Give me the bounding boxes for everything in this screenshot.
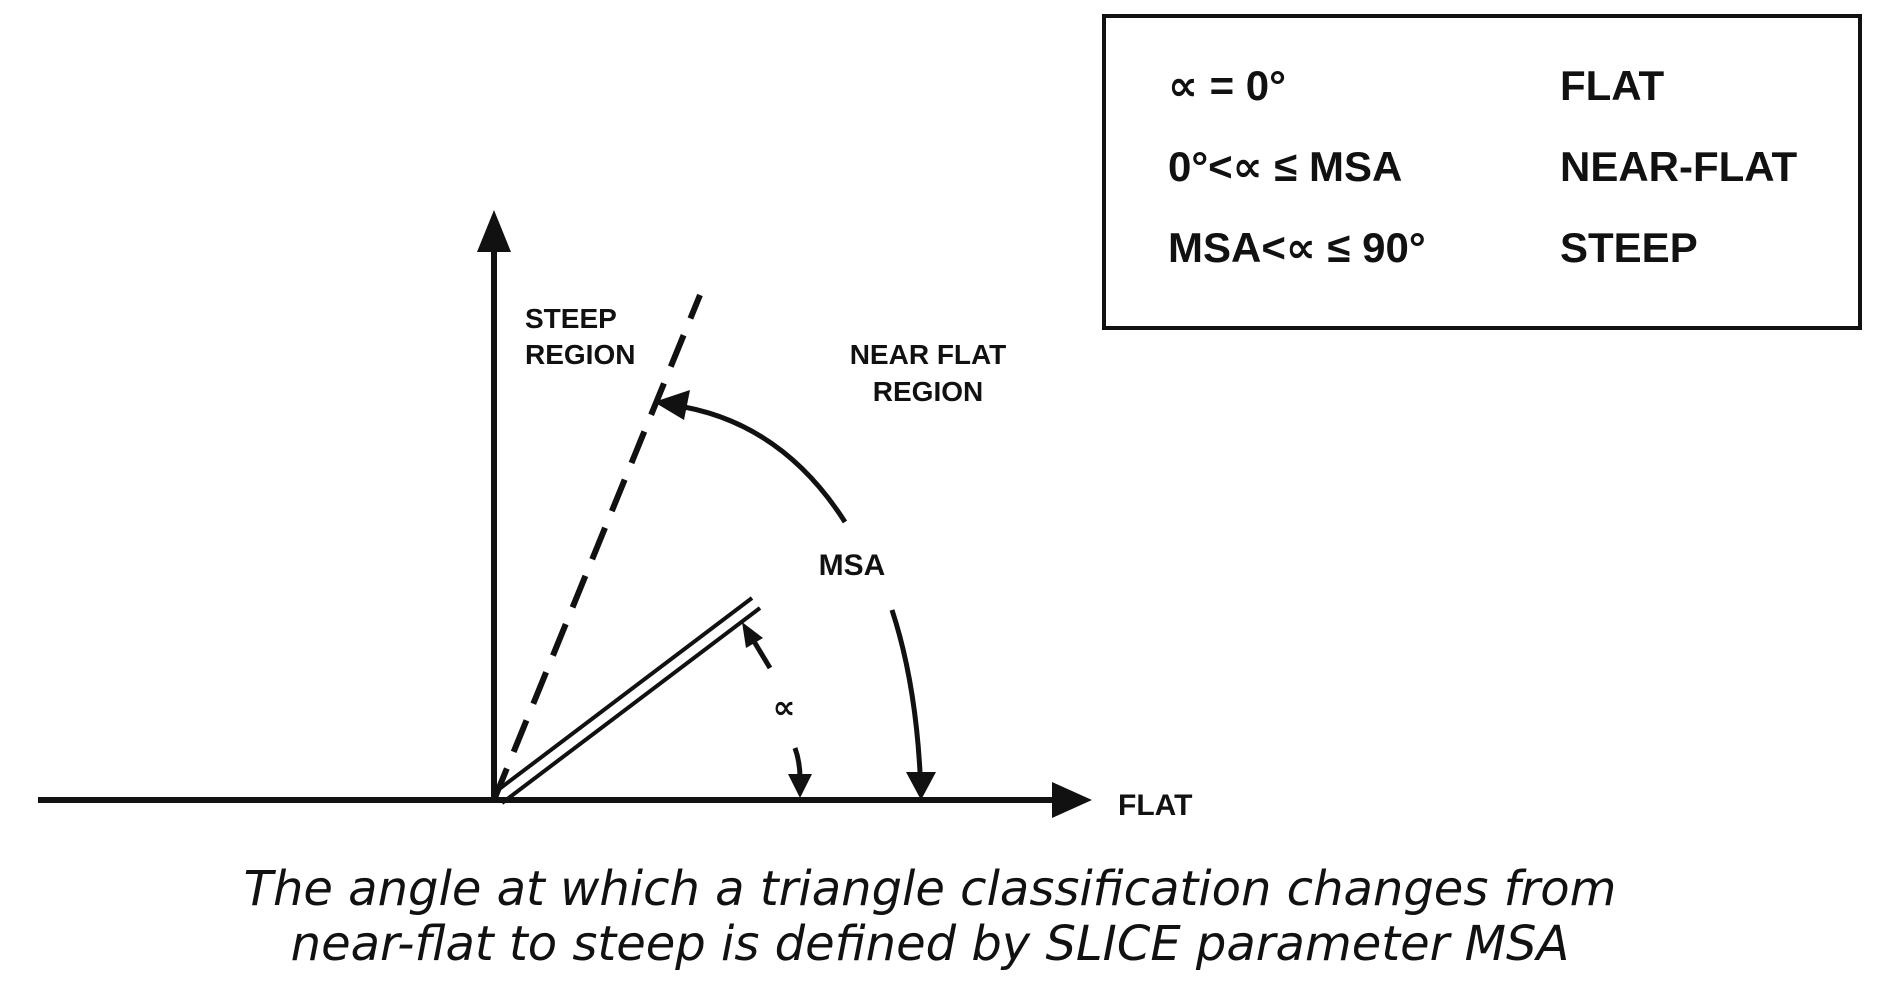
legend-condition-flat: ∝ = 0° <box>1168 62 1286 109</box>
alpha-label: ∝ <box>773 689 796 725</box>
caption-line2: near-flat to steep is defined by SLICE p… <box>291 916 1570 972</box>
vertical-axis-arrowhead <box>477 210 511 252</box>
alpha-arc-lower-arrowhead <box>788 774 812 798</box>
flat-axis-label: FLAT <box>1118 789 1192 822</box>
caption-line1: The angle at which a triangle classifica… <box>244 861 1617 917</box>
legend-condition-near-flat: 0°<∝ ≤ MSA <box>1168 143 1402 190</box>
steep-region-label-line2: REGION <box>525 339 635 370</box>
msa-boundary-dashed-line <box>494 295 700 800</box>
legend-class-steep: STEEP <box>1560 224 1698 271</box>
alpha-arc-lower <box>795 748 800 778</box>
legend-class-flat: FLAT <box>1560 62 1665 109</box>
legend-class-near-flat: NEAR-FLAT <box>1560 143 1798 190</box>
horizontal-axis-arrowhead <box>1052 782 1092 818</box>
near-flat-region-label-line2: REGION <box>873 376 983 407</box>
msa-arc-lower <box>892 610 920 772</box>
steep-region-label-line1: STEEP <box>525 303 617 334</box>
msa-arc-upper <box>672 405 845 522</box>
triangle-slope-line-a <box>494 598 752 793</box>
msa-label: MSA <box>819 549 886 582</box>
near-flat-region-label-line1: NEAR FLAT <box>850 339 1007 370</box>
msa-arc-lower-arrowhead <box>906 772 936 800</box>
triangle-slope-line-b <box>502 608 760 803</box>
legend-condition-steep: MSA<∝ ≤ 90° <box>1168 224 1426 271</box>
alpha-arc-upper-arrowhead <box>742 622 763 648</box>
